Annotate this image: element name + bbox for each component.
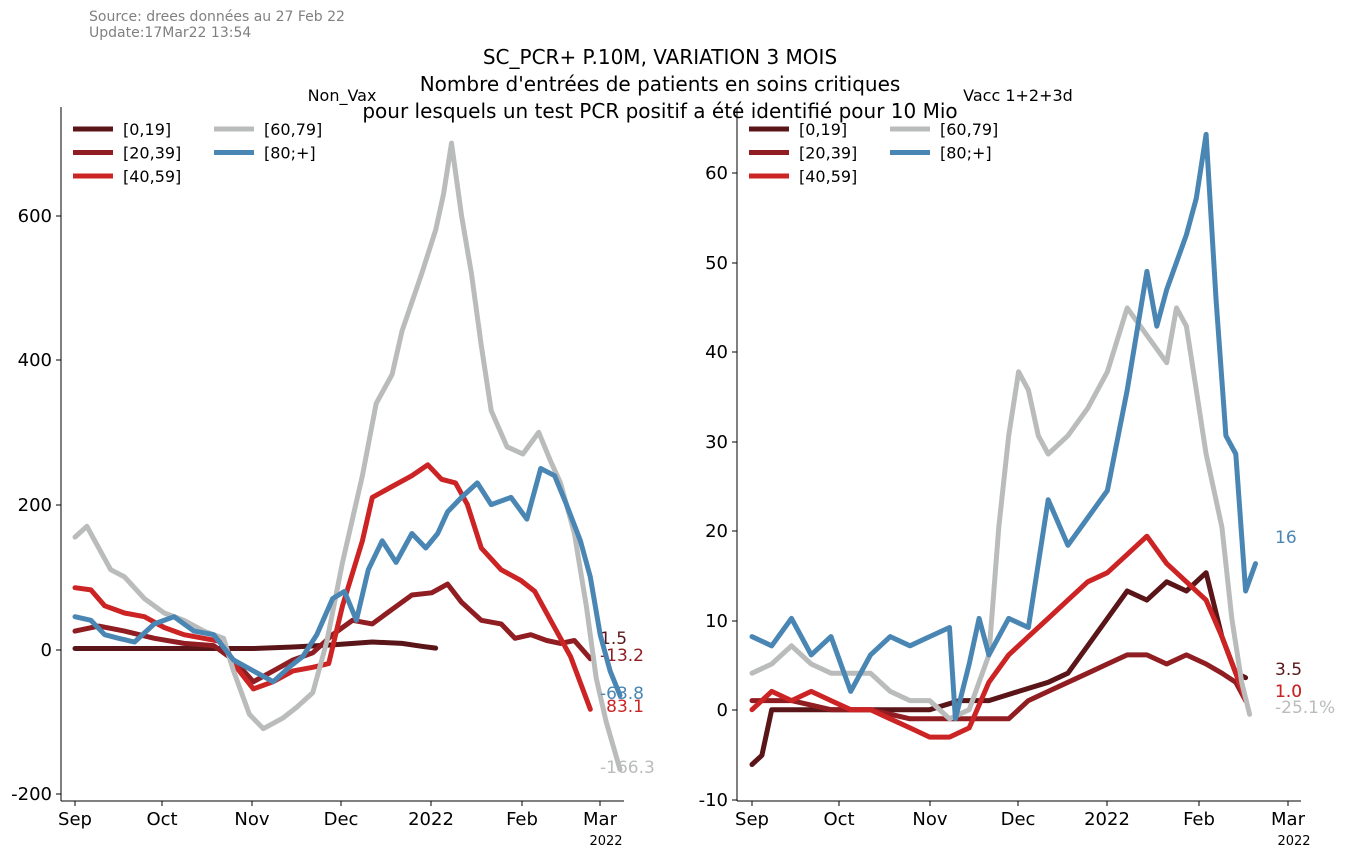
x-year-label: 2022: [589, 834, 622, 849]
y-tick-label: 0: [41, 640, 52, 661]
x-tick-label: Feb: [506, 809, 538, 830]
y-tick-label: 50: [705, 253, 728, 274]
legend-label: [60,79]: [264, 120, 322, 139]
update-note: Update:17Mar22 13:54: [89, 25, 252, 41]
legend-label: [40,59]: [799, 167, 857, 186]
series-end-label: -63.8: [600, 684, 644, 704]
y-tick-label: 10: [705, 611, 728, 632]
series-end-label: 1.0: [1275, 682, 1302, 702]
y-tick-label: 200: [18, 495, 52, 516]
panel-title: Vacc 1+2+3d: [963, 86, 1073, 105]
legend-label: [20,39]: [123, 144, 181, 163]
legend-label: [0,19]: [123, 120, 171, 139]
series-line-3: [749, 305, 1253, 722]
y-tick-label: 60: [705, 163, 728, 184]
series-end-label: -166.3: [600, 758, 655, 778]
series-end-label: 3.5: [1275, 660, 1302, 680]
series-end-label: -13.2: [600, 646, 644, 666]
x-year-label: 2022: [1277, 834, 1310, 849]
x-tick-label: Oct: [146, 809, 177, 830]
series-line-1: [749, 652, 1249, 722]
x-tick-label: Mar: [1271, 809, 1306, 830]
legend-label: [60,79]: [940, 120, 998, 139]
y-tick-label: 600: [18, 206, 52, 227]
x-tick-label: Nov: [912, 809, 947, 830]
legend-label: [40,59]: [123, 167, 181, 186]
y-tick-label: 20: [705, 521, 728, 542]
x-tick-label: Nov: [234, 809, 269, 830]
y-tick-label: -200: [11, 784, 52, 805]
x-tick-label: Sep: [735, 809, 769, 830]
y-tick-label: 30: [705, 432, 728, 453]
y-tick-label: 40: [705, 342, 728, 363]
chart-title-line-3: pour lesquels un test PCR positif a été …: [362, 99, 958, 123]
legend-label: [0,19]: [799, 120, 847, 139]
legend-label: [20,39]: [799, 144, 857, 163]
x-tick-label: Oct: [823, 809, 854, 830]
x-tick-label: Sep: [58, 809, 92, 830]
chart-title-line-2: Nombre d'entrées de patients en soins cr…: [419, 72, 901, 96]
series-line-4: [72, 466, 623, 698]
series-end-label: -83.1: [600, 697, 644, 717]
x-tick-label: Dec: [1001, 809, 1036, 830]
x-tick-label: 2022: [408, 809, 454, 830]
panel-title: Non_Vax: [308, 86, 377, 106]
series-line-3: [72, 140, 623, 772]
series-end-label: 1.5: [600, 629, 627, 649]
y-tick-label: 0: [717, 700, 728, 721]
legend-label: [80;+]: [940, 144, 992, 163]
series-line-4: [749, 131, 1258, 722]
x-tick-label: 2022: [1084, 809, 1130, 830]
chart-title-line-1: SC_PCR+ P.10M, VARIATION 3 MOIS: [482, 45, 838, 69]
y-tick-label: 400: [18, 350, 52, 371]
x-tick-label: Feb: [1183, 809, 1215, 830]
series-end-label: -25.1%: [1275, 698, 1335, 718]
x-tick-label: Dec: [324, 809, 359, 830]
series-line-2: [749, 533, 1249, 740]
legend-label: [80;+]: [264, 144, 316, 163]
x-tick-label: Mar: [583, 809, 618, 830]
series-end-label: 1.0: [1275, 682, 1302, 702]
series-line-1: [72, 581, 593, 685]
series-line-0: [72, 639, 439, 651]
source-note: Source: drees données au 27 Feb 22: [89, 9, 345, 25]
y-tick-label: -10: [699, 790, 728, 811]
series-end-label: 16: [1275, 528, 1297, 548]
series-line-2: [72, 462, 593, 712]
